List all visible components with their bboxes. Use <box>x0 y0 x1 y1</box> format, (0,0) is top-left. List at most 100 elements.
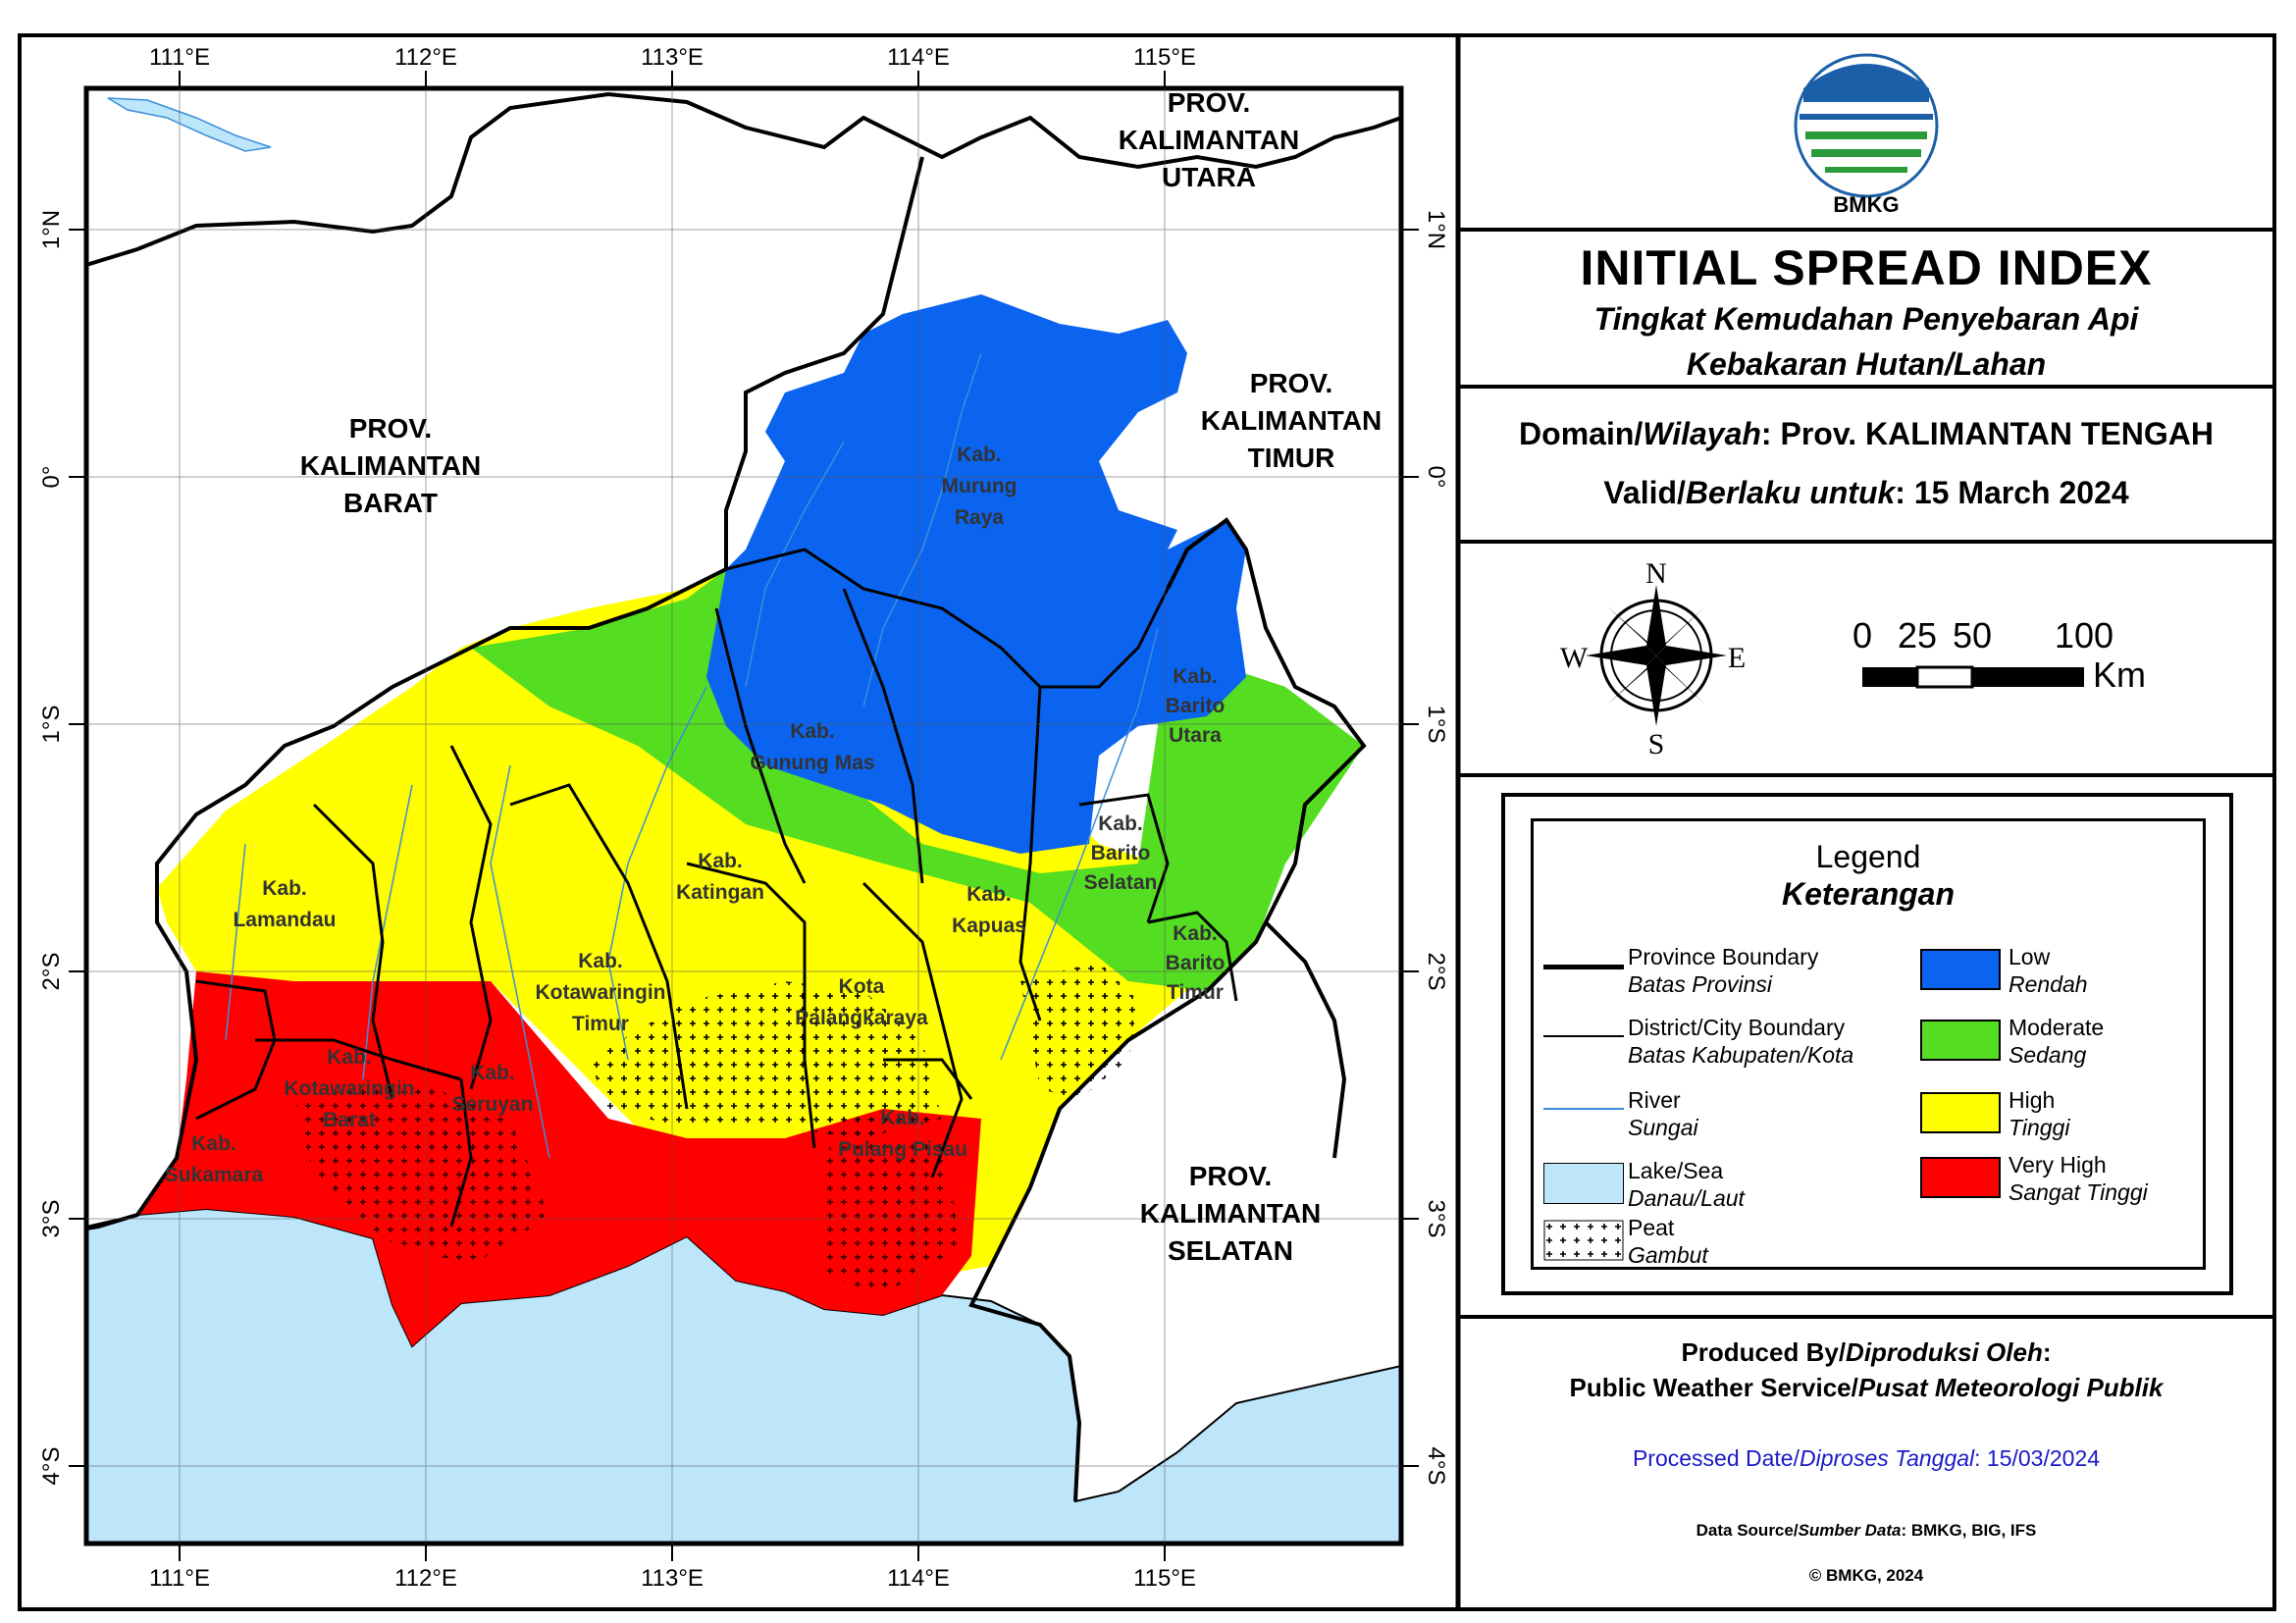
peat-area-1 <box>589 981 942 1138</box>
label-kaltim: PROV. <box>1250 368 1333 398</box>
label-barito-timur: Kab. <box>1173 922 1218 945</box>
legend-river-label-id: Sungai <box>1628 1115 1698 1140</box>
lon-label-top: 112°E <box>394 44 457 71</box>
legend-province: Province Boundary Batas Provinsi <box>1628 943 1818 998</box>
legend-moderate: Moderate Sedang <box>2009 1014 2104 1069</box>
label-seruyan: Seruyan <box>452 1093 534 1116</box>
lat-label-left: 1°S <box>38 706 65 744</box>
lon-label-bottom: 111°E <box>149 1565 210 1592</box>
label-lamandau: Kab. <box>262 877 307 900</box>
label-kotawaringin-barat: Barat <box>323 1109 376 1131</box>
title-block: INITIAL SPREAD INDEX Tingkat Kemudahan P… <box>1458 234 2274 387</box>
legend-lake-label-id: Danau/Laut <box>1628 1185 1745 1211</box>
lon-label-top: 111°E <box>149 44 210 71</box>
processed-value: : 15/03/2024 <box>1974 1445 2101 1471</box>
domain-value: : Prov. KALIMANTAN TENGAH <box>1760 416 2214 451</box>
lon-label-bottom: 113°E <box>641 1565 704 1592</box>
legend-district-label-id: Batas Kabupaten/Kota <box>1628 1042 1854 1068</box>
source-label-id: Sumber Data <box>1798 1521 1902 1540</box>
map-area <box>86 88 1401 1544</box>
label-kapuas: Kapuas <box>952 915 1026 937</box>
label-palangkaraya: Palangkaraya <box>795 1007 928 1029</box>
produced-label-id: Diproduksi Oleh <box>1846 1337 2043 1367</box>
service-line: Public Weather Service/Pusat Meteorologi… <box>1458 1370 2274 1405</box>
label-kalsel: KALIMANTAN <box>1140 1198 1322 1229</box>
processed-label-en: Processed Date/ <box>1632 1445 1800 1471</box>
label-barito-utara: Utara <box>1169 724 1222 747</box>
lon-label-bottom: 115°E <box>1133 1565 1196 1592</box>
legend-high-swatch <box>1920 1092 2001 1133</box>
lon-label-bottom: 114°E <box>887 1565 950 1592</box>
valid-label-en: Valid/ <box>1603 475 1686 510</box>
label-murung-raya: Kab. <box>957 444 1002 466</box>
legend-district-symbol <box>1543 1035 1624 1037</box>
bmkg-logo: BMKG <box>1794 53 1939 217</box>
label-katingan: Kab. <box>698 850 743 872</box>
legend-moderate-swatch <box>1920 1020 2001 1061</box>
lat-label-right: 0° <box>1423 466 1449 489</box>
label-kapuas: Kab. <box>966 883 1012 906</box>
label-kalsel: PROV. <box>1189 1161 1273 1191</box>
map-subtitle-2: Kebakaran Hutan/Lahan <box>1686 346 2047 382</box>
lat-label-left: 2°S <box>38 953 65 991</box>
service-label-id: Pusat Meteorologi Publik <box>1857 1373 2164 1402</box>
province-boundaries <box>86 91 1401 1502</box>
lat-label-left: 4°S <box>38 1447 65 1486</box>
label-lamandau: Lamandau <box>233 909 336 931</box>
legend-very-high-label: Very High <box>2009 1152 2107 1178</box>
label-murung-raya: Murung <box>942 475 1018 497</box>
lon-label-bottom: 112°E <box>394 1565 457 1592</box>
legend-lake-label: Lake/Sea <box>1628 1158 1724 1183</box>
source-label-en: Data Source/ <box>1696 1521 1799 1540</box>
label-kotawaringin-barat: Kotawaringin <box>284 1077 414 1100</box>
label-seruyan: Kab. <box>470 1062 515 1084</box>
compass-w: W <box>1560 642 1589 674</box>
label-pulang-pisau: Kab. <box>880 1107 925 1129</box>
legend-low-label-id: Rendah <box>2009 971 2088 997</box>
label-kalbar: KALIMANTAN <box>300 450 482 481</box>
label-barito-selatan: Barito <box>1091 842 1151 864</box>
legend-province-label: Province Boundary <box>1628 944 1819 969</box>
lat-label-right: 1°N <box>1423 210 1449 249</box>
legend-river-label: River <box>1628 1087 1681 1113</box>
legend-high-label-id: Tinggi <box>2009 1115 2070 1140</box>
label-kaltim: TIMUR <box>1248 443 1335 473</box>
zone-very-high <box>137 971 981 1346</box>
valid-label-id: Berlaku untuk <box>1685 475 1896 510</box>
peat-area-4 <box>824 1138 962 1295</box>
scale-bar <box>1862 665 2084 689</box>
graticule-ticks <box>69 71 1419 1561</box>
legend-low: Low Rendah <box>2009 943 2088 998</box>
domain-label-id: Wilayah <box>1643 416 1761 451</box>
compass-n: N <box>1645 557 1667 590</box>
lake <box>107 97 272 152</box>
label-palangkaraya: Kota <box>839 975 885 998</box>
lon-label-top: 113°E <box>641 44 704 71</box>
map-title: INITIAL SPREAD INDEX <box>1580 240 2153 295</box>
service-label-en: Public Weather Service/ <box>1569 1373 1858 1402</box>
compass-e: E <box>1728 642 1746 674</box>
label-kotawaringin-timur: Kab. <box>578 950 623 972</box>
label-kalbar: PROV. <box>349 413 433 444</box>
lat-label-left: 0° <box>38 466 65 489</box>
domain-block: Domain/Wilayah: Prov. KALIMANTAN TENGAH … <box>1458 404 2274 542</box>
lat-label-right: 4°S <box>1423 1447 1449 1486</box>
label-kaltara: KALIMANTAN <box>1119 125 1300 155</box>
legend: Legend Keterangan Province Boundary Batas… <box>1501 793 2233 1295</box>
graticule-lines <box>86 88 1401 1544</box>
outer-frame <box>18 33 2276 1611</box>
legend-district-label: District/City Boundary <box>1628 1015 1846 1040</box>
legend-river: River Sungai <box>1628 1086 1698 1141</box>
label-sukamara: Sukamara <box>165 1164 264 1186</box>
label-barito-timur: Timur <box>1167 981 1224 1004</box>
label-kotawaringin-timur: Kotawaringin <box>535 981 665 1004</box>
legend-low-label: Low <box>2009 944 2051 969</box>
label-barito-utara: Kab. <box>1173 665 1218 688</box>
logo-text: BMKG <box>1833 192 1899 217</box>
label-kotawaringin-timur: Timur <box>572 1013 629 1035</box>
compass-rose-icon <box>1586 585 1727 726</box>
valid-line: Valid/Berlaku untuk: 15 March 2024 <box>1458 463 2274 522</box>
district-boundaries <box>195 548 1238 1228</box>
legend-very-high-label-id: Sangat Tinggi <box>2009 1179 2148 1205</box>
